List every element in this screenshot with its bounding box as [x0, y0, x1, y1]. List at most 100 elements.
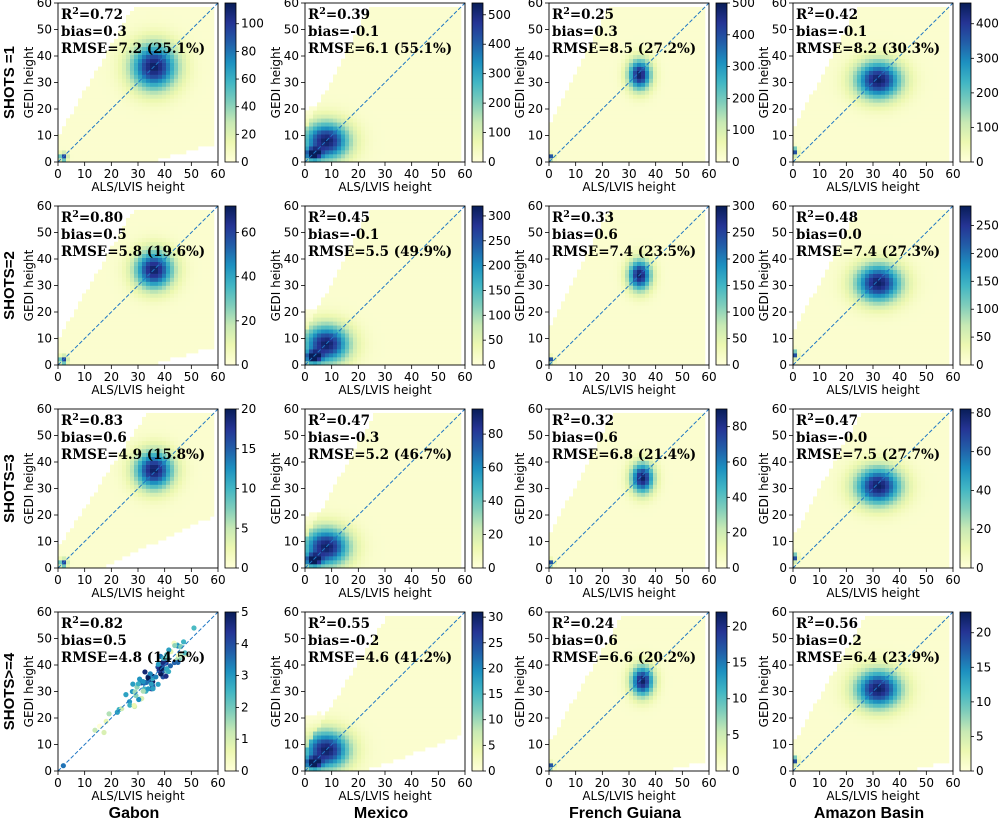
density-bin	[861, 158, 866, 163]
density-bin	[441, 130, 446, 135]
density-bin	[210, 114, 215, 119]
density-bin	[921, 94, 926, 99]
density-bin	[801, 134, 806, 139]
density-bin	[849, 94, 854, 99]
density-bin	[797, 158, 802, 163]
density-bin	[385, 50, 390, 55]
density-bin	[917, 86, 922, 91]
density-bin	[845, 134, 850, 139]
density-bin	[889, 58, 894, 63]
density-bin	[869, 50, 874, 55]
density-bin	[94, 122, 99, 127]
density-bin	[329, 142, 334, 147]
density-bin	[385, 94, 390, 99]
density-bin	[845, 26, 850, 32]
density-bin	[633, 10, 638, 16]
density-bin	[861, 34, 866, 40]
density-bin	[202, 106, 207, 111]
density-bin	[365, 22, 370, 28]
density-bin	[645, 54, 650, 59]
density-bin	[645, 78, 650, 83]
density-bin	[905, 74, 910, 79]
density-bin	[90, 102, 95, 107]
density-bin	[429, 58, 434, 63]
density-bin	[865, 142, 870, 147]
density-bin	[641, 30, 646, 36]
density-bin	[645, 94, 650, 99]
density-bin	[669, 50, 674, 55]
density-bin	[857, 42, 862, 48]
density-bin	[793, 126, 798, 131]
density-bin	[677, 10, 682, 16]
density-bin	[665, 82, 670, 87]
density-bin	[357, 106, 362, 111]
density-bin	[693, 74, 698, 79]
density-bin	[138, 138, 143, 143]
density-bin	[445, 126, 450, 131]
density-bin	[593, 138, 598, 143]
density-bin	[433, 126, 438, 131]
density-bin	[170, 54, 175, 59]
density-bin	[829, 150, 834, 155]
density-bin	[649, 90, 654, 95]
density-bin	[126, 86, 131, 91]
density-bin	[697, 118, 702, 123]
density-bin	[629, 42, 634, 48]
density-bin	[701, 142, 706, 147]
density-bin	[134, 54, 139, 59]
density-bin	[369, 106, 374, 111]
density-bin	[653, 66, 658, 71]
density-bin	[653, 122, 658, 127]
density-bin	[413, 14, 418, 20]
density-bin	[449, 70, 454, 75]
density-bin	[677, 142, 682, 147]
density-bin	[162, 138, 167, 143]
density-bin	[649, 42, 654, 48]
density-bin	[202, 54, 207, 59]
density-bin	[829, 78, 834, 83]
density-bin	[437, 18, 442, 24]
density-bin	[194, 78, 199, 83]
density-bin	[110, 50, 115, 55]
density-bin	[409, 150, 414, 155]
density-bin	[373, 10, 378, 16]
density-bin	[921, 66, 926, 71]
density-bin	[601, 82, 606, 87]
density-bin	[925, 82, 930, 87]
density-bin	[178, 98, 183, 103]
density-bin	[329, 118, 334, 123]
density-bin	[369, 42, 374, 48]
density-bin	[645, 50, 650, 55]
density-bin	[905, 30, 910, 36]
density-bin	[641, 150, 646, 155]
density-bin	[130, 70, 135, 75]
density-bin	[665, 106, 670, 111]
density-bin	[901, 38, 906, 44]
density-bin	[62, 138, 67, 143]
density-bin	[365, 114, 370, 119]
density-bin	[150, 158, 155, 163]
density-bin	[385, 30, 390, 36]
density-bin	[853, 66, 858, 71]
density-bin	[917, 66, 922, 71]
density-bin	[381, 114, 386, 119]
density-bin	[621, 82, 626, 87]
density-bin	[357, 114, 362, 119]
density-bin	[609, 158, 614, 163]
density-bin	[641, 82, 646, 87]
density-bin	[665, 134, 670, 139]
density-bin	[126, 22, 131, 28]
density-bin	[409, 110, 414, 115]
density-bin	[421, 102, 426, 107]
density-bin	[401, 130, 406, 135]
density-bin	[457, 102, 462, 107]
density-bin	[210, 34, 215, 40]
density-bin	[178, 78, 183, 83]
density-bin	[202, 102, 207, 107]
density-bin	[110, 154, 115, 159]
density-bin	[925, 142, 930, 147]
density-bin	[182, 6, 187, 12]
density-bin	[881, 126, 886, 131]
density-bin	[845, 82, 850, 87]
density-bin	[194, 90, 199, 95]
